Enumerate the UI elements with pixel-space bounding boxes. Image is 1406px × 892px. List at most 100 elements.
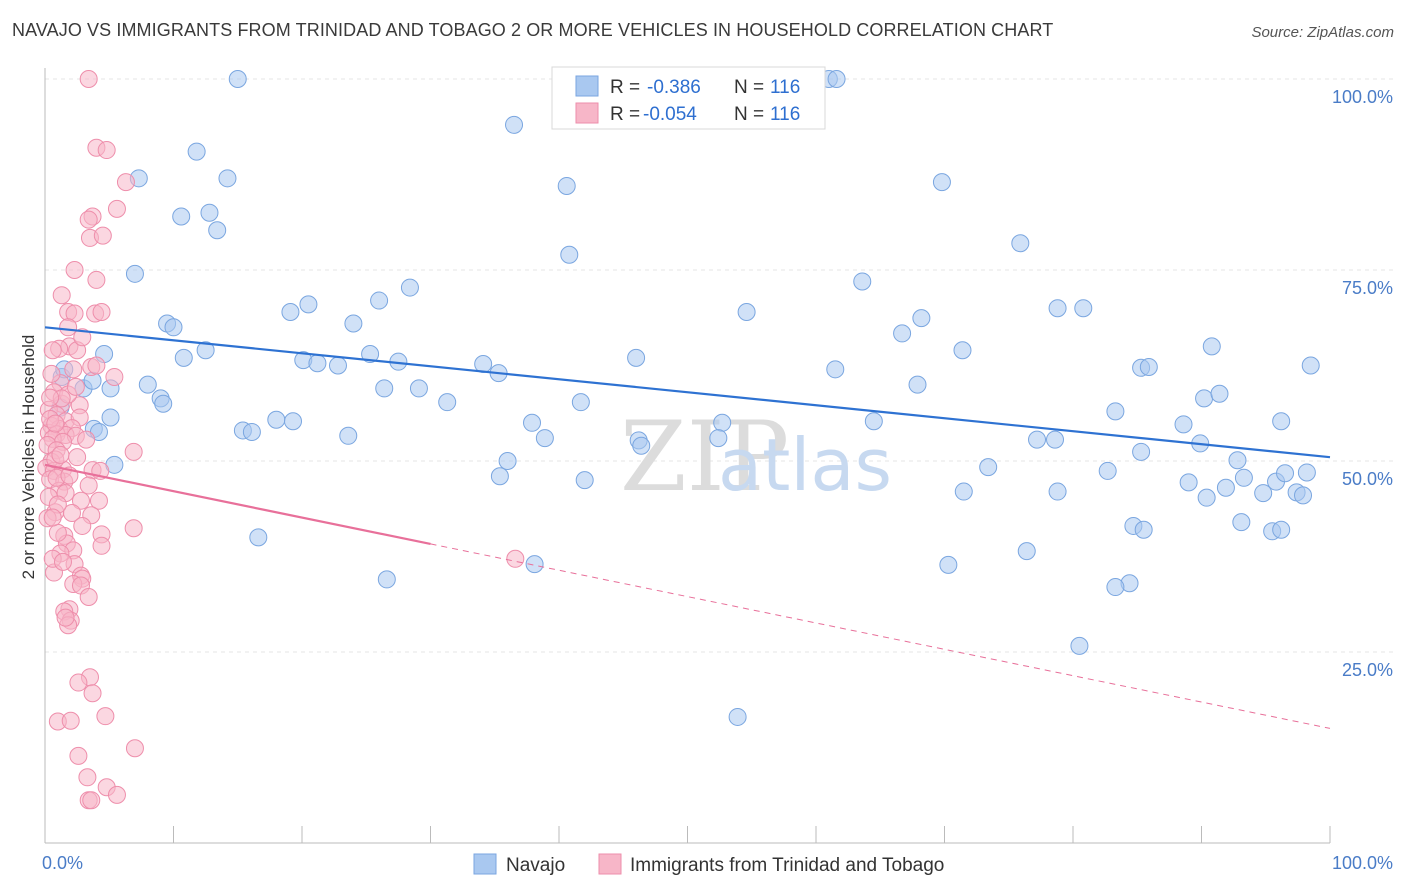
- legend-r-value-1: -0.386: [647, 77, 701, 98]
- navajo-point-108: [939, 555, 958, 574]
- trinidad-point-73: [79, 587, 98, 606]
- trinidad-point-86: [125, 739, 144, 758]
- navajo-point-8: [932, 173, 951, 192]
- navajo-point-32: [361, 345, 380, 364]
- trinidad-point-81: [69, 673, 88, 692]
- navajo-point-59: [1106, 402, 1125, 421]
- legend-r-value-2: -0.054: [643, 104, 697, 125]
- legend-n-value-2: 116: [770, 104, 800, 125]
- navajo-point-79: [1132, 442, 1151, 461]
- navajo-point-51: [908, 375, 927, 394]
- navajo-point-95: [1294, 486, 1313, 505]
- trinidad-point-113: [43, 508, 62, 527]
- navajo-point-86: [1228, 451, 1247, 470]
- trinidad-point-5: [79, 210, 98, 229]
- navajo-point-0: [228, 70, 247, 88]
- navajo-point-76: [1028, 430, 1047, 449]
- trinidad-point-78: [56, 608, 75, 627]
- trinidad-point-12: [92, 303, 111, 322]
- navajo-point-66: [713, 413, 732, 432]
- navajo-point-58: [101, 408, 120, 427]
- navajo-point-107: [525, 555, 544, 574]
- navajo-point-9: [200, 203, 219, 222]
- trinidad-point-0: [79, 70, 98, 88]
- trinidad-point-15: [59, 318, 78, 337]
- navajo-point-36: [308, 354, 327, 373]
- navajo-point-97: [575, 471, 594, 490]
- watermark-zip: ZIP: [620, 401, 789, 513]
- trinidad-point-43: [124, 442, 143, 461]
- y-tick-label-2: 50.0%: [1342, 469, 1393, 489]
- navajo-point-5: [218, 169, 237, 188]
- navajo-point-57: [154, 394, 173, 413]
- navajo-point-16: [400, 278, 419, 297]
- chart-title: NAVAJO VS IMMIGRANTS FROM TRINIDAD AND T…: [12, 20, 1054, 40]
- trinidad-point-84: [61, 711, 80, 730]
- navajo-point-43: [1139, 358, 1158, 377]
- trinidad-point-10: [87, 270, 106, 289]
- trinidad-point-99: [43, 341, 62, 360]
- navajo-point-91: [1216, 478, 1235, 497]
- trinidad-point-82: [83, 684, 102, 703]
- navajo-point-92: [1179, 473, 1198, 492]
- navajo-point-62: [242, 422, 261, 441]
- trend-line-dashed-1: [430, 543, 1331, 729]
- legend-n-label-2: N =: [734, 104, 764, 125]
- navajo-point-87: [1234, 468, 1253, 487]
- trinidad-point-9: [65, 261, 84, 279]
- navajo-point-50: [409, 379, 428, 398]
- trend-lines: [44, 326, 1331, 729]
- trinidad-point-92: [107, 785, 126, 804]
- navajo-point-85: [1098, 461, 1117, 480]
- navajo-point-11: [172, 207, 191, 226]
- trinidad-point-52: [79, 476, 98, 495]
- trinidad-point-3: [116, 173, 135, 192]
- y-tick-labels: 100.0% 75.0% 50.0% 25.0%: [1332, 87, 1393, 680]
- trinidad-point-111: [73, 516, 92, 535]
- navajo-point-71: [339, 426, 358, 445]
- trinidad-point-8: [93, 226, 112, 245]
- trinidad-point-114: [53, 552, 72, 571]
- trinidad-point-108: [66, 377, 85, 396]
- trinidad-point-115: [46, 414, 65, 433]
- legend-label-trinidad: Immigrants from Trinidad and Tobago: [630, 855, 944, 876]
- navajo-point-103: [1134, 520, 1153, 539]
- navajo-point-3: [505, 115, 524, 134]
- trinidad-point-6: [107, 199, 126, 218]
- trinidad-point-55: [71, 491, 90, 510]
- navajo-point-68: [1174, 415, 1193, 434]
- navajo-point-18: [299, 295, 318, 314]
- trinidad-point-95: [68, 448, 87, 467]
- trinidad-point-85: [96, 707, 115, 726]
- navajo-point-34: [1301, 356, 1320, 375]
- trinidad-point-88: [78, 768, 97, 787]
- navajo-point-15: [853, 272, 872, 291]
- navajo-point-75: [709, 429, 728, 448]
- navajo-point-77: [1046, 430, 1065, 449]
- navajo-point-105: [1272, 520, 1291, 539]
- navajo-point-44: [953, 341, 972, 360]
- navajo-point-96: [954, 482, 973, 501]
- trinidad-point-79: [506, 549, 525, 568]
- navajo-points: [51, 70, 1320, 726]
- navajo-point-82: [498, 452, 517, 470]
- legend-swatch-navajo: [575, 75, 599, 97]
- navajo-point-69: [1272, 412, 1291, 431]
- navajo-point-2: [827, 70, 846, 88]
- navajo-point-21: [1074, 299, 1093, 318]
- navajo-point-49: [375, 379, 394, 398]
- trend-line-0: [44, 326, 1331, 459]
- navajo-point-33: [627, 348, 646, 367]
- navajo-point-74: [632, 436, 651, 455]
- navajo-point-38: [328, 356, 347, 375]
- navajo-point-24: [164, 318, 183, 337]
- trend-line-1: [44, 463, 431, 545]
- navajo-point-109: [377, 570, 396, 589]
- grid-lines: [45, 78, 1395, 653]
- navajo-point-13: [1011, 234, 1030, 253]
- trinidad-point-65: [92, 536, 111, 555]
- trinidad-point-100: [73, 328, 92, 347]
- navajo-point-7: [557, 176, 576, 195]
- navajo-point-29: [196, 341, 215, 360]
- legend-r-label-1: R =: [610, 77, 640, 98]
